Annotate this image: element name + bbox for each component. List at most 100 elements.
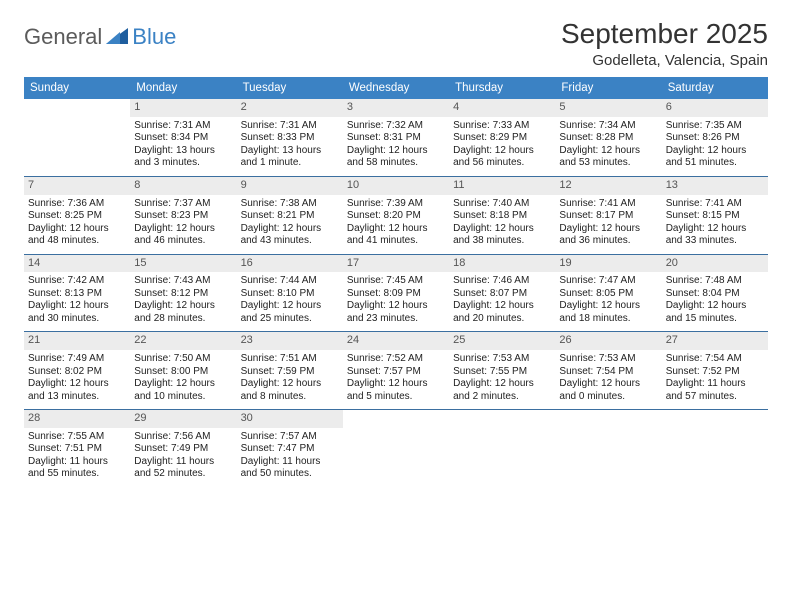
day-cell: 13 Sunrise: 7:41 AMSunset: 8:15 PMDayligh…	[662, 177, 768, 254]
day-cell: 16Sunrise: 7:44 AMSunset: 8:10 PMDayligh…	[237, 255, 343, 332]
week-row: 1Sunrise: 7:31 AMSunset: 8:34 PMDaylight…	[24, 99, 768, 177]
day-cell: 30Sunrise: 7:57 AMSunset: 7:47 PMDayligh…	[237, 410, 343, 487]
weeks-container: 1Sunrise: 7:31 AMSunset: 8:34 PMDaylight…	[24, 99, 768, 487]
sunset-text: Sunset: 8:09 PM	[347, 288, 445, 301]
daylight-text: Daylight: 12 hours and 13 minutes.	[28, 378, 126, 403]
daylight-text: Daylight: 12 hours and 41 minutes.	[347, 223, 445, 248]
day-number: 9	[237, 177, 343, 195]
sunset-text: Sunset: 8:15 PM	[666, 210, 764, 223]
daylight-text: Daylight: 12 hours and 38 minutes.	[453, 223, 551, 248]
day-cell: 19Sunrise: 7:47 AMSunset: 8:05 PMDayligh…	[555, 255, 661, 332]
sunset-text: Sunset: 8:00 PM	[134, 366, 232, 379]
sunset-text: Sunset: 8:25 PM	[28, 210, 126, 223]
sunset-text: Sunset: 8:12 PM	[134, 288, 232, 301]
day-cell: 17Sunrise: 7:45 AMSunset: 8:09 PMDayligh…	[343, 255, 449, 332]
day-cell: 1Sunrise: 7:31 AMSunset: 8:34 PMDaylight…	[130, 99, 236, 176]
sunrise-text: Sunrise: 7:49 AM	[28, 353, 126, 366]
daylight-text: Daylight: 11 hours and 57 minutes.	[666, 378, 764, 403]
sunset-text: Sunset: 8:20 PM	[347, 210, 445, 223]
sunset-text: Sunset: 8:07 PM	[453, 288, 551, 301]
sunrise-text: Sunrise: 7:54 AM	[666, 353, 764, 366]
day-cell: 15 Sunrise: 7:43 AMSunset: 8:12 PMDayligh…	[130, 255, 236, 332]
weekday-tuesday: Tuesday	[237, 77, 343, 99]
daylight-text: Daylight: 12 hours and 28 minutes.	[134, 300, 232, 325]
sunset-text: Sunset: 7:59 PM	[241, 366, 339, 379]
day-number: 22	[130, 332, 236, 350]
weekday-monday: Monday	[130, 77, 236, 99]
sunrise-text: Sunrise: 7:53 AM	[559, 353, 657, 366]
day-number: 4	[449, 99, 555, 117]
day-number: 6	[662, 99, 768, 117]
day-cell: 29Sunrise: 7:56 AMSunset: 7:49 PMDayligh…	[130, 410, 236, 487]
day-number: 15	[130, 255, 236, 273]
daylight-text: Daylight: 13 hours and 3 minutes.	[134, 145, 232, 170]
day-number: 21	[24, 332, 130, 350]
daylight-text: Daylight: 13 hours and 1 minute.	[241, 145, 339, 170]
day-cell: 23Sunrise: 7:51 AMSunset: 7:59 PMDayligh…	[237, 332, 343, 409]
sunset-text: Sunset: 8:31 PM	[347, 132, 445, 145]
sunrise-text: Sunrise: 7:34 AM	[559, 120, 657, 133]
day-number: 26	[555, 332, 661, 350]
daylight-text: Daylight: 12 hours and 0 minutes.	[559, 378, 657, 403]
sunrise-text: Sunrise: 7:43 AM	[134, 275, 232, 288]
calendar-page: General Blue September 2025 Godelleta, V…	[0, 0, 792, 505]
sunrise-text: Sunrise: 7:41 AM	[666, 198, 764, 211]
sunset-text: Sunset: 7:47 PM	[241, 443, 339, 456]
sunset-text: Sunset: 8:26 PM	[666, 132, 764, 145]
sunrise-text: Sunrise: 7:50 AM	[134, 353, 232, 366]
day-number: 2	[237, 99, 343, 117]
brand-logo: General Blue	[24, 18, 176, 50]
daylight-text: Daylight: 12 hours and 33 minutes.	[666, 223, 764, 248]
month-title: September 2025	[561, 18, 768, 50]
day-cell: 10Sunrise: 7:39 AMSunset: 8:20 PMDayligh…	[343, 177, 449, 254]
daylight-text: Daylight: 12 hours and 51 minutes.	[666, 145, 764, 170]
day-cell	[555, 410, 661, 487]
sunset-text: Sunset: 7:54 PM	[559, 366, 657, 379]
day-cell: 5Sunrise: 7:34 AMSunset: 8:28 PMDaylight…	[555, 99, 661, 176]
sunset-text: Sunset: 8:17 PM	[559, 210, 657, 223]
day-number: 7	[24, 177, 130, 195]
day-number: 11	[449, 177, 555, 195]
day-cell: 9Sunrise: 7:38 AMSunset: 8:21 PMDaylight…	[237, 177, 343, 254]
day-number: 18	[449, 255, 555, 273]
day-cell: 14Sunrise: 7:42 AMSunset: 8:13 PMDayligh…	[24, 255, 130, 332]
day-number: 13	[662, 177, 768, 195]
daylight-text: Daylight: 12 hours and 18 minutes.	[559, 300, 657, 325]
sunset-text: Sunset: 7:49 PM	[134, 443, 232, 456]
weekday-wednesday: Wednesday	[343, 77, 449, 99]
sunset-text: Sunset: 8:10 PM	[241, 288, 339, 301]
sunset-text: Sunset: 8:34 PM	[134, 132, 232, 145]
day-number: 24	[343, 332, 449, 350]
sunrise-text: Sunrise: 7:44 AM	[241, 275, 339, 288]
header: General Blue September 2025 Godelleta, V…	[24, 18, 768, 69]
day-cell	[662, 410, 768, 487]
sunrise-text: Sunrise: 7:32 AM	[347, 120, 445, 133]
sunset-text: Sunset: 8:04 PM	[666, 288, 764, 301]
daylight-text: Daylight: 12 hours and 25 minutes.	[241, 300, 339, 325]
week-row: 7Sunrise: 7:36 AMSunset: 8:25 PMDaylight…	[24, 177, 768, 255]
day-number: 27	[662, 332, 768, 350]
day-cell: 21Sunrise: 7:49 AMSunset: 8:02 PMDayligh…	[24, 332, 130, 409]
sunset-text: Sunset: 7:51 PM	[28, 443, 126, 456]
day-cell: 26 Sunrise: 7:53 AMSunset: 7:54 PMDayligh…	[555, 332, 661, 409]
day-cell	[449, 410, 555, 487]
daylight-text: Daylight: 11 hours and 55 minutes.	[28, 456, 126, 481]
weekday-thursday: Thursday	[449, 77, 555, 99]
day-number: 29	[130, 410, 236, 428]
sunrise-text: Sunrise: 7:40 AM	[453, 198, 551, 211]
sunrise-text: Sunrise: 7:31 AM	[241, 120, 339, 133]
location-text: Godelleta, Valencia, Spain	[561, 52, 768, 69]
sunrise-text: Sunrise: 7:35 AM	[666, 120, 764, 133]
daylight-text: Daylight: 11 hours and 50 minutes.	[241, 456, 339, 481]
day-number: 17	[343, 255, 449, 273]
daylight-text: Daylight: 12 hours and 36 minutes.	[559, 223, 657, 248]
day-number: 5	[555, 99, 661, 117]
week-row: 14Sunrise: 7:42 AMSunset: 8:13 PMDayligh…	[24, 255, 768, 333]
day-cell: 2 Sunrise: 7:31 AMSunset: 8:33 PMDaylight…	[237, 99, 343, 176]
sunset-text: Sunset: 8:33 PM	[241, 132, 339, 145]
day-cell: 3Sunrise: 7:32 AMSunset: 8:31 PMDaylight…	[343, 99, 449, 176]
title-block: September 2025 Godelleta, Valencia, Spai…	[561, 18, 768, 69]
day-cell: 27Sunrise: 7:54 AMSunset: 7:52 PMDayligh…	[662, 332, 768, 409]
sunrise-text: Sunrise: 7:57 AM	[241, 431, 339, 444]
day-cell: 4Sunrise: 7:33 AMSunset: 8:29 PMDaylight…	[449, 99, 555, 176]
